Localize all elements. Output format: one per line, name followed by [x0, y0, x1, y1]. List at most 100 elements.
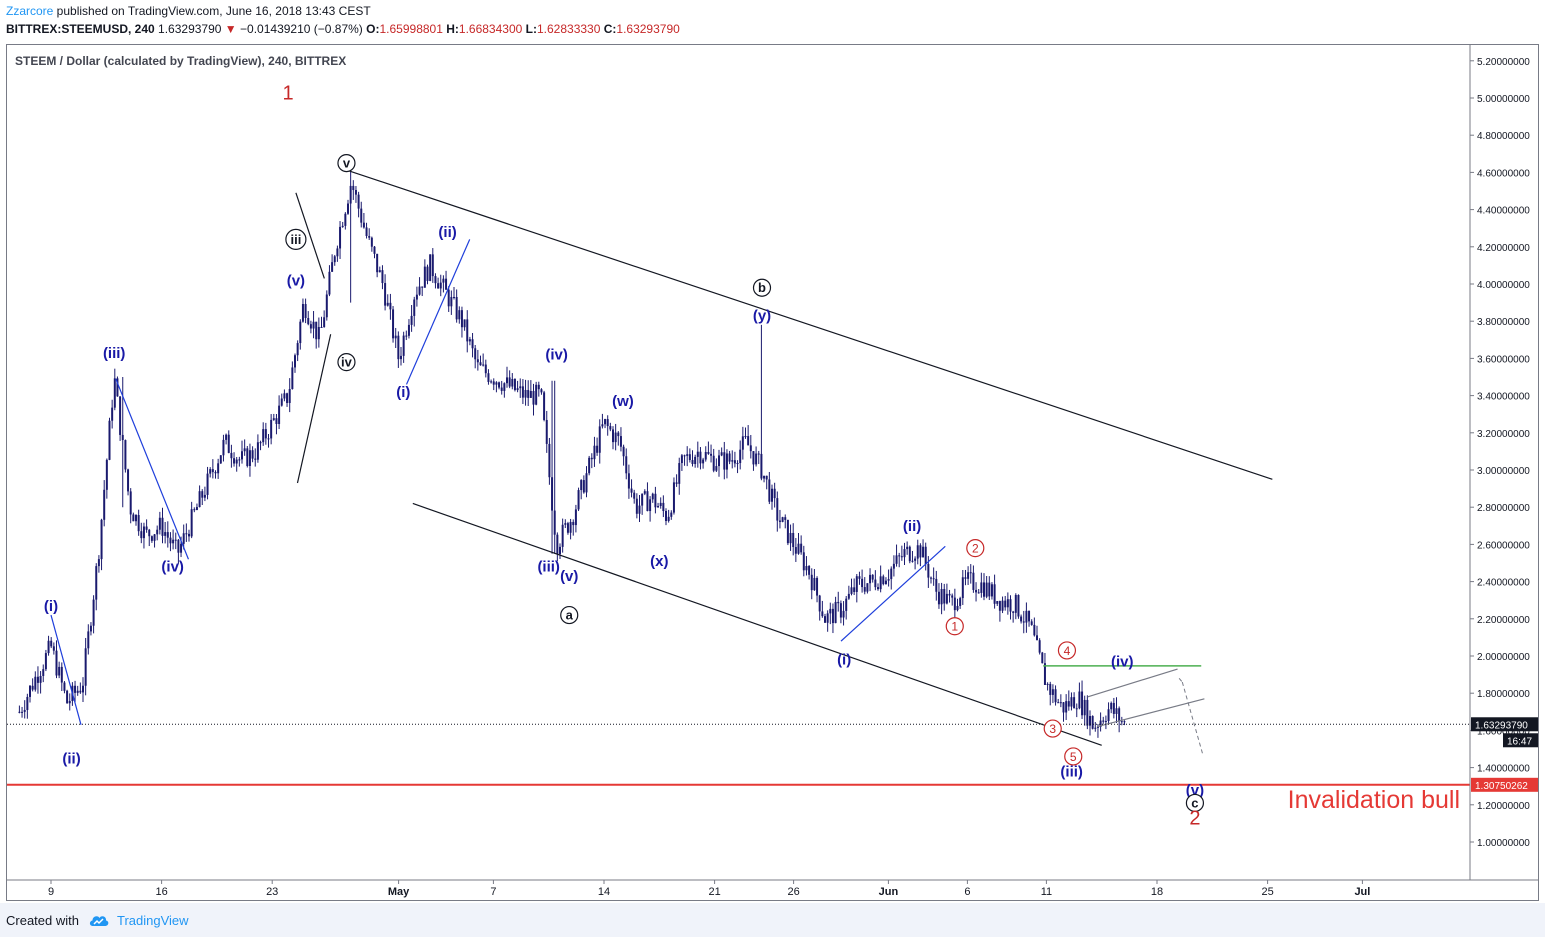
wave-label: (iv): [161, 559, 184, 576]
candle-body: [103, 489, 106, 520]
candle-body: [972, 572, 975, 590]
candle-body: [731, 460, 734, 462]
wave-label: (i): [44, 598, 58, 615]
y-tick-label: 2.00000000: [1477, 652, 1530, 663]
candle-body: [386, 302, 389, 306]
candle-body: [906, 546, 909, 550]
candle-body: [733, 460, 736, 464]
wave-label: (iv): [1111, 654, 1134, 671]
candle-body: [286, 393, 289, 403]
candle-body: [180, 543, 183, 553]
candle-body: [641, 493, 644, 506]
candle-body: [301, 304, 304, 322]
y-tick-label: 1.40000000: [1477, 764, 1530, 775]
candle-body: [784, 517, 787, 520]
wave-label: 1: [951, 620, 958, 634]
candle-body: [1051, 689, 1054, 695]
candle-body: [1049, 683, 1052, 695]
candle-body: [445, 278, 448, 290]
candle-body: [927, 564, 930, 578]
candle-body: [898, 555, 901, 557]
candle-body: [619, 436, 622, 447]
y-tick-label: 2.40000000: [1477, 578, 1530, 589]
candle-body: [148, 529, 151, 537]
y-tick-label: 2.60000000: [1477, 540, 1530, 551]
candle-body: [537, 384, 540, 390]
candle-body: [108, 420, 111, 460]
candle-body: [667, 516, 670, 522]
wave-labels: Invalidation bull1viiiiv(v)(iii)(iv)(i)(…: [44, 82, 1460, 829]
candle-body: [490, 381, 493, 383]
tradingview-link[interactable]: TradingView: [117, 913, 189, 928]
candle-body: [516, 388, 519, 391]
candle-body: [874, 579, 877, 588]
candle-body: [985, 582, 988, 597]
candle-body: [524, 389, 527, 398]
wave-label: (iii): [1060, 763, 1083, 780]
candle-body: [776, 498, 779, 521]
candle-body: [299, 321, 302, 344]
candle-body: [1075, 708, 1078, 710]
wave-label: c: [1191, 795, 1198, 810]
candle-body: [903, 549, 906, 558]
candle-body: [1083, 699, 1086, 716]
candle-body: [429, 254, 432, 281]
candle-body: [577, 490, 580, 510]
candle-body: [235, 459, 238, 464]
candle-body: [384, 283, 387, 306]
candle-body: [241, 451, 243, 460]
candle-body: [535, 384, 538, 405]
candle-body: [588, 457, 591, 474]
wave-label: (x): [650, 553, 668, 570]
candle-body: [482, 364, 485, 366]
candle-body: [209, 469, 212, 474]
candle-body: [760, 453, 763, 479]
candle-body: [174, 539, 177, 541]
candle-body: [922, 546, 925, 558]
candle-body: [312, 321, 315, 329]
wave-label: 2: [1189, 808, 1200, 830]
candle-body: [1006, 599, 1009, 608]
candle-body: [808, 566, 811, 575]
candle-body: [521, 386, 524, 398]
chart-title: STEEM / Dollar (calculated by TradingVie…: [15, 54, 346, 68]
y-tick-label: 2.80000000: [1477, 503, 1530, 514]
candle-body: [794, 547, 797, 554]
candle-body: [993, 584, 996, 604]
candle-body: [307, 317, 310, 325]
candle-body: [932, 578, 935, 580]
candle-body: [238, 459, 241, 461]
candle-body: [789, 532, 792, 544]
chart-frame[interactable]: [6, 44, 1539, 901]
candle-body: [633, 492, 636, 499]
candle-body: [1065, 701, 1068, 713]
candle-body: [877, 587, 879, 590]
candle-body: [659, 502, 662, 507]
candle-body: [696, 451, 699, 457]
candle-body: [543, 392, 546, 420]
candle-body: [1033, 624, 1036, 636]
candle-body: [1022, 621, 1025, 623]
candle-body: [66, 690, 69, 704]
wave-label: iii: [290, 232, 301, 247]
candle-body: [418, 286, 421, 295]
candle-body: [193, 509, 196, 511]
candle-body: [153, 534, 156, 541]
candle-body: [861, 578, 864, 588]
candle-body: [869, 574, 872, 584]
candle-body: [1070, 697, 1073, 707]
candle-body: [961, 577, 964, 599]
candle-body: [643, 491, 646, 494]
wave-label: 3: [1049, 722, 1056, 736]
candle-body: [930, 577, 932, 579]
invalidation-text: Invalidation bull: [1288, 786, 1460, 814]
author-link[interactable]: Zzarcore: [6, 4, 54, 18]
candle-body: [217, 463, 220, 474]
tradingview-cloud-icon[interactable]: [88, 912, 110, 928]
candle-body: [919, 545, 922, 558]
candle-body: [805, 566, 808, 571]
candle-body: [55, 650, 58, 676]
candle-body: [328, 271, 331, 295]
candle-body: [506, 377, 508, 384]
